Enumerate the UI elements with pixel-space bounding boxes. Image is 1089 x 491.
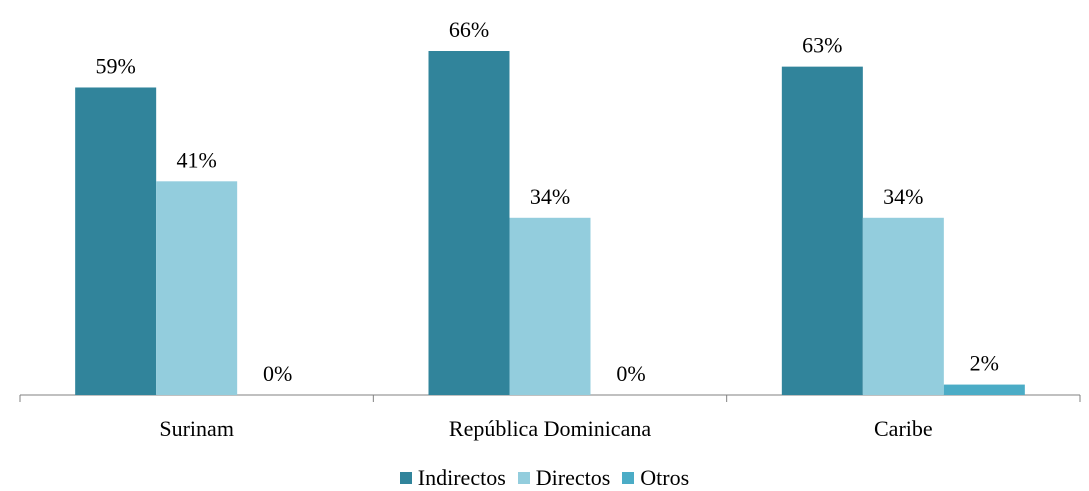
x-tick-label-2: República Dominicana <box>449 416 651 441</box>
bar-indirectos-1 <box>75 87 157 395</box>
x-tick-label-3: Caribe <box>874 416 933 441</box>
legend-swatch-directos <box>517 472 530 484</box>
legend: Indirectos Directos Otros <box>0 465 1089 491</box>
data-label-directos-2: 34% <box>530 184 570 209</box>
data-label-otros-3: 2% <box>970 351 999 376</box>
legend-label-otros: Otros <box>640 465 690 490</box>
data-label-indirectos-1: 59% <box>96 53 136 78</box>
legend-item-directos: Directos <box>517 465 611 491</box>
data-label-indirectos-3: 63% <box>802 33 842 58</box>
legend-swatch-indirectos <box>399 472 412 484</box>
x-tick-label-1: Surinam <box>159 416 234 441</box>
data-label-directos-3: 34% <box>883 184 923 209</box>
data-label-otros-2: 0% <box>616 361 645 386</box>
legend-label-directos: Directos <box>535 465 611 490</box>
legend-item-indirectos: Indirectos <box>399 465 506 491</box>
bar-indirectos-2 <box>428 51 510 395</box>
bar-directos-2 <box>509 217 591 395</box>
bar-otros-3 <box>943 384 1025 395</box>
bar-directos-3 <box>862 217 944 395</box>
data-label-otros-1: 0% <box>263 361 292 386</box>
legend-label-indirectos: Indirectos <box>417 465 506 490</box>
data-label-indirectos-2: 66% <box>449 17 489 42</box>
legend-item-otros: Otros <box>622 465 689 491</box>
bar-indirectos-3 <box>781 66 863 396</box>
legend-swatch-otros <box>622 472 635 484</box>
bar-directos-1 <box>156 181 238 395</box>
data-label-directos-1: 41% <box>177 147 217 172</box>
